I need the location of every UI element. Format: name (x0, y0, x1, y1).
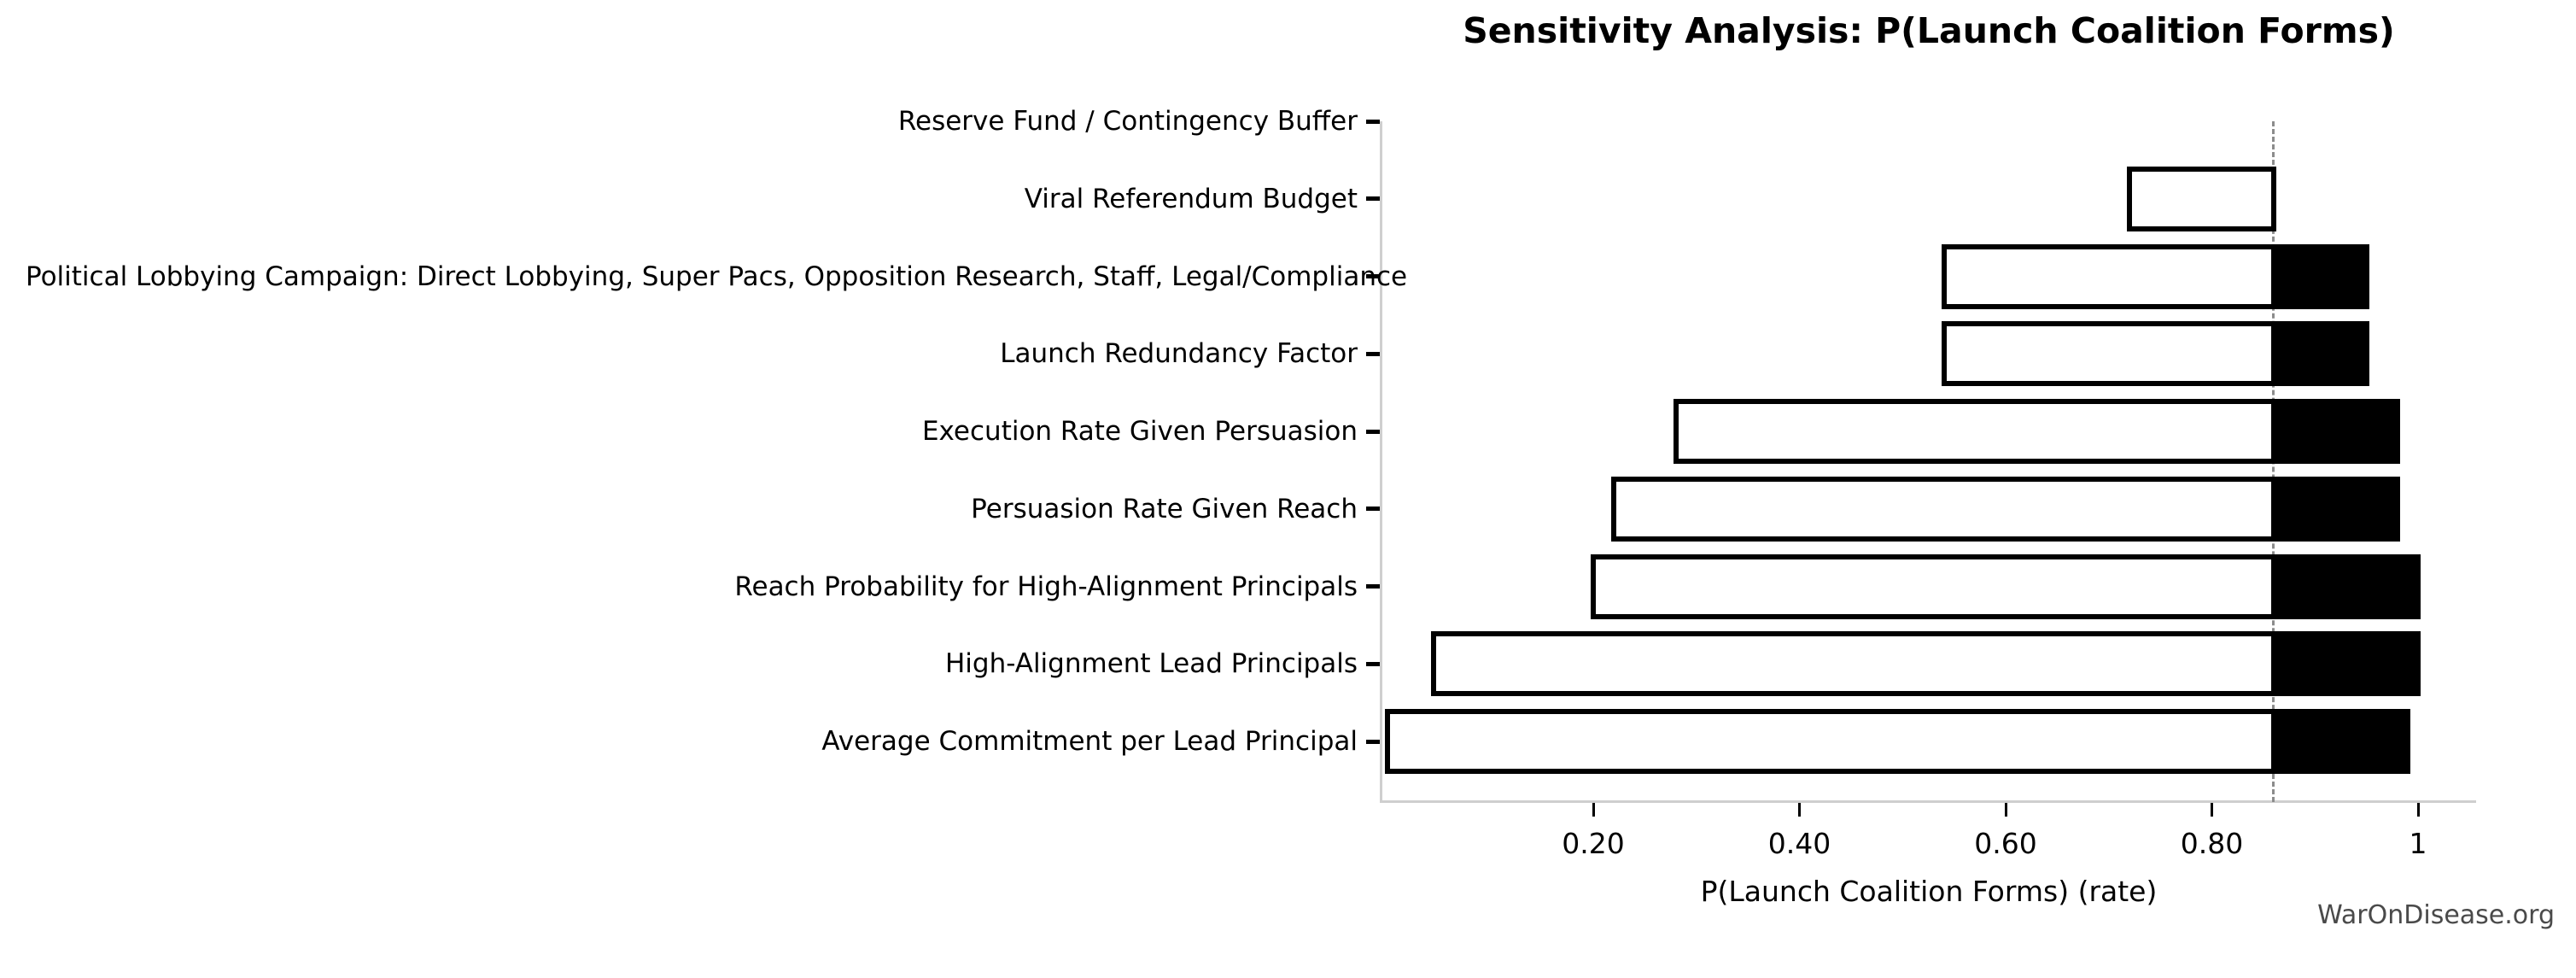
watermark-text: WarOnDisease.org (2317, 900, 2555, 930)
x-tick-label: 1 (2409, 827, 2427, 860)
y-tick-mark (1366, 196, 1380, 202)
tornado-bar-low (1941, 321, 2276, 387)
y-tick-label: High-Alignment Lead Principals (944, 648, 1358, 680)
y-tick-mark (1366, 274, 1380, 278)
y-tick-mark (1366, 351, 1380, 356)
y-tick-label: Average Commitment per Lead Principal (821, 726, 1358, 757)
x-tick-label: 0.40 (1767, 827, 1831, 860)
tornado-bar-low (1430, 631, 2276, 697)
y-tick-label: Execution Rate Given Persuasion (921, 416, 1358, 447)
tornado-bar-low (1384, 709, 2276, 774)
x-tick-mark (2004, 803, 2007, 817)
y-tick-mark (1366, 429, 1380, 434)
y-tick-label: Launch Redundancy Factor (1000, 338, 1358, 370)
tornado-bar-high (2270, 709, 2410, 774)
y-tick-mark (1366, 507, 1380, 512)
tornado-bar-high (2270, 321, 2369, 387)
tornado-bar-low (2126, 166, 2276, 231)
x-tick-label: 0.20 (1562, 827, 1625, 860)
tornado-bar-high (2270, 476, 2400, 542)
y-tick-label: Reach Probability for High-Alignment Pri… (734, 571, 1358, 602)
x-tick-label: 0.60 (1974, 827, 2037, 860)
tornado-bar-high (2270, 631, 2421, 697)
chart-title: Sensitivity Analysis: P(Launch Coalition… (1463, 10, 2395, 51)
x-tick-mark (2211, 803, 2213, 817)
x-axis-spine (1380, 800, 2476, 803)
x-tick-mark (1592, 803, 1595, 817)
y-tick-label: Viral Referendum Budget (1024, 183, 1358, 214)
tornado-bar-low (1591, 553, 2276, 619)
y-tick-mark (1366, 584, 1380, 589)
y-tick-label: Persuasion Rate Given Reach (971, 493, 1358, 524)
x-tick-mark (1798, 803, 1801, 817)
x-axis-label: P(Launch Coalition Forms) (rate) (1700, 875, 2158, 908)
tornado-bar-low (1611, 476, 2276, 542)
y-tick-mark (1366, 119, 1380, 124)
y-tick-label: Reserve Fund / Contingency Buffer (897, 106, 1358, 137)
tornado-bar-low (1941, 243, 2276, 309)
y-tick-label: Political Lobbying Campaign: Direct Lobb… (26, 261, 1408, 292)
tornado-bar-high (2270, 243, 2369, 309)
tornado-bar-high (2270, 399, 2400, 464)
tornado-bar-low (1673, 399, 2276, 464)
y-tick-mark (1366, 739, 1380, 744)
y-tick-mark (1366, 661, 1380, 666)
y-axis-spine (1380, 121, 1382, 802)
x-tick-label: 0.80 (2180, 827, 2244, 860)
x-tick-mark (2416, 803, 2420, 817)
tornado-bar-high (2270, 553, 2421, 619)
